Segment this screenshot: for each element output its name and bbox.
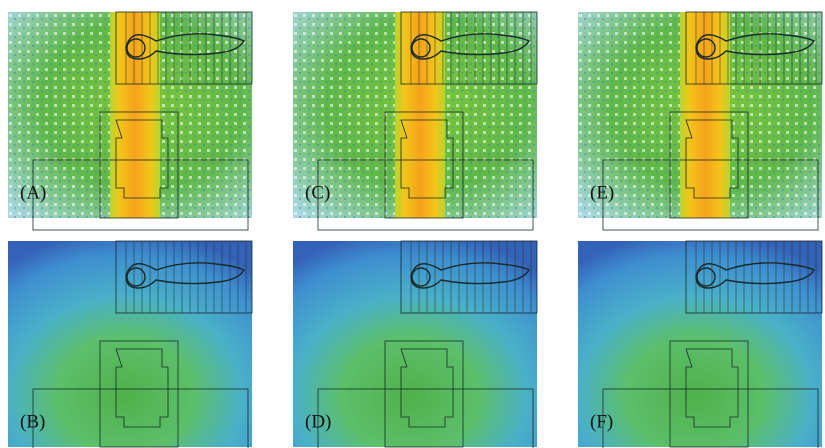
beam bbox=[110, 12, 160, 218]
panel: (A) bbox=[8, 12, 252, 230]
panel: (C) bbox=[293, 12, 537, 230]
panel: (D) bbox=[293, 241, 537, 448]
panel: (E) bbox=[578, 12, 822, 230]
panel-label: (B) bbox=[20, 411, 45, 432]
panel-label: (E) bbox=[590, 182, 614, 203]
beam bbox=[395, 12, 445, 218]
panel-label: (D) bbox=[305, 411, 331, 432]
panel: (F) bbox=[578, 241, 822, 448]
panel-label: (C) bbox=[305, 182, 330, 203]
panel-label: (A) bbox=[20, 182, 46, 203]
panel-label: (F) bbox=[590, 411, 613, 432]
beam bbox=[680, 12, 730, 218]
panel-background bbox=[578, 241, 822, 447]
figure: (A) (C) (E) (B) (D) (F) bbox=[0, 0, 825, 448]
panel: (B) bbox=[8, 241, 252, 448]
